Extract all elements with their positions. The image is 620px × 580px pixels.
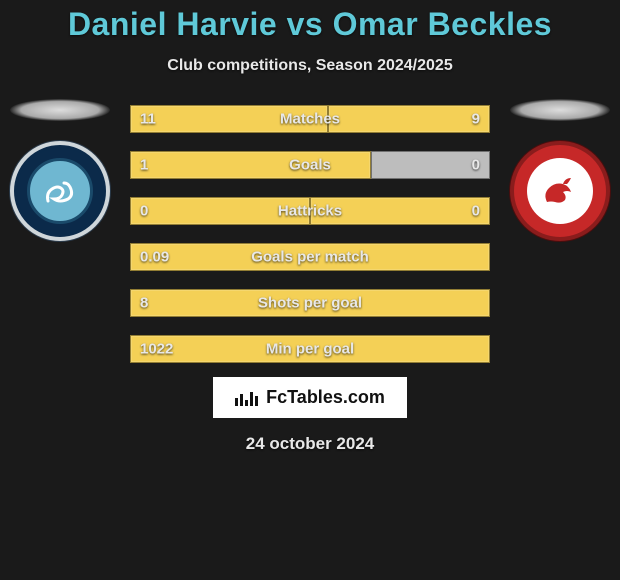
stat-label: Shots per goal	[258, 295, 362, 312]
player-right-badge	[510, 141, 610, 241]
stat-bar-right	[328, 105, 490, 133]
stat-value-left: 0	[140, 203, 148, 220]
stat-row: 8 Shots per goal	[130, 289, 490, 317]
swan-icon	[40, 171, 80, 211]
stat-value-right: 0	[472, 157, 480, 174]
attribution-badge: FcTables.com	[213, 377, 407, 418]
date-text: 24 october 2024	[246, 434, 375, 454]
player-left-badge	[10, 141, 110, 241]
subtitle: Club competitions, Season 2024/2025	[167, 57, 452, 75]
stat-row: 0.09 Goals per match	[130, 243, 490, 271]
player-right-badge-inner	[527, 158, 593, 224]
stat-row: 0 Hattricks 0	[130, 197, 490, 225]
stat-label: Goals	[289, 157, 331, 174]
stat-value-left: 0.09	[140, 249, 169, 266]
stat-value-left: 8	[140, 295, 148, 312]
stat-label: Hattricks	[278, 203, 342, 220]
player-left-side	[0, 97, 120, 241]
stat-label: Goals per match	[251, 249, 369, 266]
stat-value-right: 0	[472, 203, 480, 220]
stat-label: Min per goal	[266, 341, 354, 358]
stat-label: Matches	[280, 111, 340, 128]
dragon-icon	[537, 168, 583, 214]
player-right-shadow	[510, 99, 610, 121]
stat-row: 1022 Min per goal	[130, 335, 490, 363]
stat-row: 1 Goals 0	[130, 151, 490, 179]
stat-value-left: 11	[140, 111, 156, 128]
stats-column: 11 Matches 9 1 Goals 0 0 Hattricks 0 0.0…	[120, 105, 500, 363]
stat-value-left: 1	[140, 157, 148, 174]
stat-value-left: 1022	[140, 341, 173, 358]
attribution-text: FcTables.com	[266, 387, 385, 408]
bars-icon	[235, 390, 258, 406]
stat-bar-left	[130, 151, 371, 179]
stat-value-right: 9	[472, 111, 480, 128]
page-title: Daniel Harvie vs Omar Beckles	[68, 6, 552, 43]
player-right-side	[500, 97, 620, 241]
comparison-card: Daniel Harvie vs Omar Beckles Club compe…	[0, 0, 620, 580]
player-left-badge-inner	[27, 158, 93, 224]
player-left-shadow	[10, 99, 110, 121]
stats-area: 11 Matches 9 1 Goals 0 0 Hattricks 0 0.0…	[0, 97, 620, 363]
stat-row: 11 Matches 9	[130, 105, 490, 133]
